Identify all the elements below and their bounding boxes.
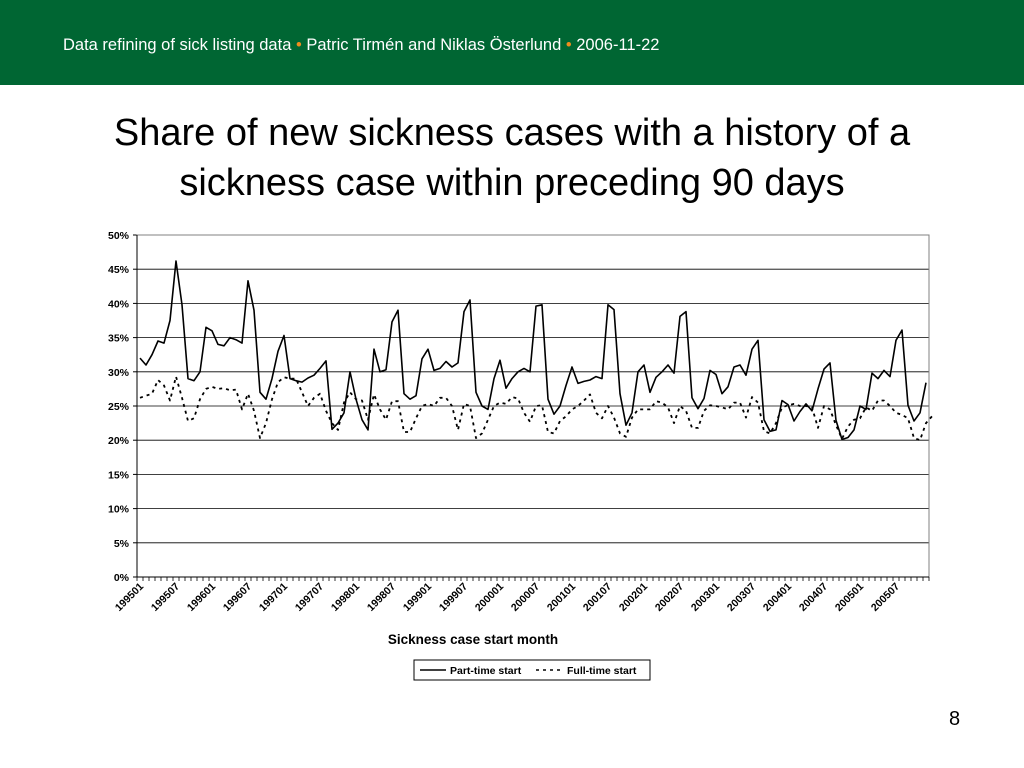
x-tick-label: 199807: [365, 581, 398, 614]
legend-label-full-time: Full-time start: [567, 665, 637, 677]
x-tick-label: 200301: [689, 581, 722, 614]
x-tick-label: 199501: [113, 581, 146, 614]
x-tick-label: 200101: [545, 581, 578, 614]
y-tick-label: 20%: [108, 435, 130, 447]
y-tick-label: 25%: [108, 401, 130, 413]
header-text: Data refining of sick listing data • Pat…: [63, 36, 659, 55]
y-tick-label: 45%: [108, 264, 130, 276]
page-number: 8: [949, 708, 961, 730]
x-tick-label: 199601: [185, 581, 218, 614]
x-tick-label: 200001: [473, 581, 506, 614]
legend-label-part-time: Part-time start: [450, 665, 522, 677]
x-axis-label: Sickness case start month: [388, 632, 558, 647]
x-tick-label: 199801: [329, 581, 362, 614]
x-tick-label: 200401: [761, 581, 794, 614]
y-tick-label: 0%: [114, 572, 130, 584]
y-tick-label: 5%: [114, 538, 130, 550]
x-tick-label: 200107: [581, 581, 614, 614]
header-date: 2006-11-22: [576, 36, 660, 54]
x-tick-label: 199901: [401, 581, 434, 614]
slide-title-line1: Share of new sickness cases with a histo…: [113, 112, 911, 154]
x-tick-label: 199607: [221, 581, 254, 614]
y-tick-label: 40%: [108, 298, 130, 310]
y-tick-label: 35%: [108, 333, 130, 345]
series-line-full-time: [139, 375, 933, 442]
header-title: Data refining of sick listing data: [63, 36, 292, 54]
y-tick-label: 30%: [108, 367, 130, 379]
x-tick-label: 200407: [797, 581, 830, 614]
x-tick-label: 199707: [293, 581, 326, 614]
header-authors: Patric Tirmén and Niklas Österlund: [306, 36, 562, 54]
y-tick-label: 50%: [108, 230, 130, 242]
x-tick-label: 199907: [437, 581, 470, 614]
header-bar: [0, 0, 1024, 85]
x-tick-label: 200501: [833, 581, 866, 614]
slide-title: Share of new sickness cases with a histo…: [0, 108, 1024, 208]
series-line-part-time: [139, 260, 927, 441]
x-tick-label: 200507: [869, 581, 902, 614]
x-tick-label: 200307: [725, 581, 758, 614]
x-tick-label: 199701: [257, 581, 290, 614]
y-tick-label: 10%: [108, 504, 130, 516]
legend-box: [413, 659, 651, 681]
x-tick-label: 199507: [149, 581, 182, 614]
x-tick-label: 200201: [617, 581, 650, 614]
slide-title-line2: sickness case within preceding 90 days: [179, 162, 845, 204]
header-bullet: •: [565, 36, 572, 54]
header-bullet: •: [295, 36, 302, 54]
x-tick-label: 200207: [653, 581, 686, 614]
x-tick-label: 200007: [509, 581, 542, 614]
y-tick-label: 15%: [108, 469, 130, 481]
